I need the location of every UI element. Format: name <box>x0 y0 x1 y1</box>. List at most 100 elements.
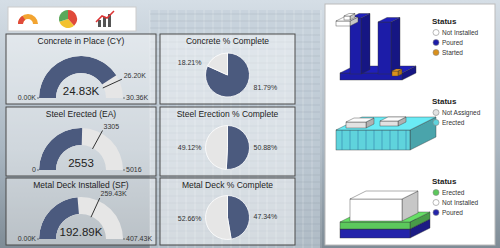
model-grid-line <box>342 130 343 150</box>
gauge: 0501633052553 <box>32 123 142 174</box>
legend-label: Started <box>442 49 463 56</box>
pie-slice <box>228 196 250 240</box>
pie: 47.34% 52.66% <box>178 196 278 240</box>
legend-label: Poured <box>442 39 463 46</box>
gauge-target <box>92 130 102 148</box>
chart-icon-bar <box>103 17 106 27</box>
model-box <box>350 14 370 75</box>
model-face-side <box>361 14 370 75</box>
dashboard-svg: Concrete in Place (CY)0.00K30.36K26.20K2… <box>0 0 500 248</box>
model-grid-line <box>350 130 351 150</box>
pie-panel: Concrete % Complete81.79%18.21% <box>160 34 295 104</box>
model-box <box>350 191 418 221</box>
panel-bg <box>6 178 156 245</box>
building-mullion <box>303 10 304 248</box>
gauge-tick <box>37 170 39 171</box>
gauge-value-arc <box>39 56 116 98</box>
gauge-panel: Concrete in Place (CY)0.00K30.36K26.20K2… <box>6 34 156 104</box>
pie-data-label: 49.12% <box>178 144 202 151</box>
pie-slice <box>205 196 231 240</box>
dashboard: Concrete in Place (CY)0.00K30.36K26.20K2… <box>0 0 500 248</box>
gauge-target-label: 3305 <box>103 123 119 130</box>
legend-label: Not Installed <box>442 29 479 36</box>
pie-data-label: 52.66% <box>178 215 202 222</box>
model-panel: Status Not Installed Poured Started Status No… <box>325 4 495 245</box>
gauge-panel: Metal Deck Installed (SF)0.00K407.43K259… <box>6 178 156 245</box>
legend-swatch <box>433 120 439 126</box>
gauge-track <box>39 197 123 239</box>
model-grid-line <box>398 130 399 150</box>
legend-title: Status <box>432 177 457 186</box>
model-box <box>344 14 355 21</box>
pie-icon-slice <box>59 10 68 22</box>
pie-slices <box>205 196 249 240</box>
pie: 50.88% 49.12% <box>178 126 278 170</box>
gauge-tick-label: 30.36K <box>126 94 149 101</box>
model-face-front <box>350 199 402 221</box>
pie-slices <box>205 53 249 97</box>
model-box <box>380 117 406 126</box>
model-box <box>336 117 436 150</box>
background-building <box>150 10 321 248</box>
model-face-top <box>392 69 402 71</box>
gauge-value-label: 192.89K <box>60 226 103 238</box>
model-face-front <box>336 21 350 26</box>
legend-swatch <box>433 210 439 216</box>
gauge-target <box>91 198 100 217</box>
model-face-front <box>346 122 366 128</box>
pie-icon <box>59 10 77 28</box>
building-floor <box>150 21 320 22</box>
model <box>336 14 416 81</box>
model-grid-line <box>374 130 375 150</box>
building-floor <box>150 28 320 29</box>
pie: 81.79%18.21% <box>178 53 278 97</box>
legend-label: Not Installed <box>442 199 479 206</box>
model-face-front <box>336 130 410 150</box>
panel-bg <box>160 34 295 104</box>
model-box <box>378 18 400 75</box>
model <box>336 117 436 150</box>
legend: Status Not Installed Poured Started <box>432 17 479 56</box>
gauge-target-label: 26.20K <box>124 72 147 79</box>
chart-icon <box>96 11 114 27</box>
pie-data-label: 50.88% <box>254 144 278 151</box>
gauge-title: Steel Erected (EA) <box>46 109 117 119</box>
model-grid-line <box>406 130 407 150</box>
gauge-tick-label: 0 <box>32 166 36 173</box>
building-floor <box>150 14 320 15</box>
model-grid-line <box>390 130 391 150</box>
gauge-track <box>39 56 123 98</box>
legend-label: Poured <box>442 209 463 216</box>
gauge-tick-label: 5016 <box>126 166 142 173</box>
gauge-target <box>103 79 122 88</box>
model <box>340 191 430 238</box>
pie-slice <box>206 126 228 170</box>
legend-swatch <box>433 50 439 56</box>
legend-label: Not Assigned <box>442 109 481 117</box>
gauge-tick <box>37 98 39 99</box>
toolbar <box>8 7 136 31</box>
model-grid-line <box>366 130 367 150</box>
gauge-plot <box>39 56 116 98</box>
pie-data-label: 47.34% <box>254 213 278 220</box>
model-box <box>346 118 374 128</box>
gauge-icon-arc <box>18 14 38 24</box>
legend-swatch <box>433 40 439 46</box>
panel-bg <box>160 178 295 245</box>
model-panel-bg <box>325 4 495 245</box>
model-face-top <box>346 118 374 122</box>
pie-data-label: 81.79% <box>254 84 278 91</box>
panel-bg <box>160 107 295 176</box>
gauge-tick-label: 407.43K <box>126 235 152 242</box>
pie-slice <box>205 53 249 97</box>
chart-icon-line <box>96 11 114 22</box>
gauge-tick <box>37 239 39 240</box>
panel-bg <box>6 107 156 176</box>
legend-title: Status <box>432 17 457 26</box>
gauge-tick-label: 0.00K <box>18 94 37 101</box>
pie-title: Steel Erection % Complete <box>177 109 279 119</box>
pie-slice <box>207 53 227 75</box>
model-face-front <box>340 222 410 229</box>
gauge-title: Metal Deck Installed (SF) <box>33 180 129 190</box>
model-grid-line <box>382 130 383 150</box>
